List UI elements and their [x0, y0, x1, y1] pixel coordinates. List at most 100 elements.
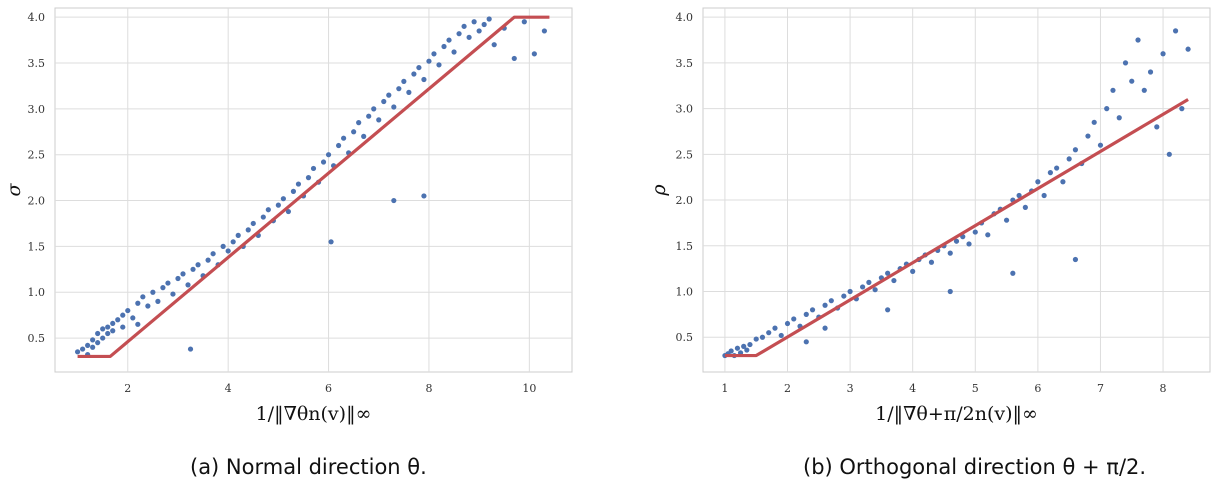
data-point	[456, 31, 462, 37]
data-point	[872, 287, 878, 293]
data-point	[80, 346, 86, 352]
data-point	[1185, 46, 1191, 52]
data-point	[541, 28, 547, 34]
data-point	[1097, 142, 1104, 148]
caption-b: (b) Orthogonal direction θ + π/2.	[803, 455, 1147, 479]
data-point	[744, 347, 750, 353]
data-point	[386, 92, 392, 98]
data-point	[1022, 204, 1028, 210]
data-point	[431, 51, 437, 57]
data-point	[1147, 69, 1154, 75]
data-point	[759, 334, 766, 340]
data-point	[381, 98, 387, 105]
data-point	[205, 257, 211, 263]
data-point	[466, 34, 472, 40]
data-point	[866, 279, 872, 285]
data-point	[1160, 51, 1166, 57]
data-point	[160, 285, 166, 291]
data-point	[451, 49, 457, 55]
data-point	[885, 307, 891, 313]
y-axis-label: ρ	[648, 184, 670, 197]
x-axis-label: 1/‖∇θ+π/2n(v)‖∞	[875, 403, 1038, 425]
data-point	[376, 117, 382, 123]
data-point	[1104, 106, 1110, 112]
data-point	[175, 275, 181, 282]
data-point	[195, 262, 201, 268]
y-tick-label: 2.0	[676, 194, 694, 207]
data-point	[110, 320, 116, 327]
data-point	[325, 152, 332, 158]
data-point	[766, 330, 772, 336]
y-tick-label: 2.0	[28, 195, 46, 208]
x-tick-label: 8	[1160, 382, 1167, 395]
data-point	[822, 325, 828, 331]
data-point	[90, 344, 96, 350]
x-tick-label: 8	[425, 382, 432, 395]
data-point	[481, 21, 487, 28]
data-point	[396, 86, 402, 92]
y-tick-label: 0.5	[676, 331, 694, 344]
data-point	[235, 232, 241, 238]
x-tick-label: 5	[972, 382, 979, 395]
data-point	[803, 311, 809, 317]
data-point	[1154, 124, 1160, 130]
data-point	[95, 330, 101, 337]
data-point	[320, 159, 327, 165]
data-point	[1179, 106, 1185, 112]
data-point	[335, 142, 342, 149]
data-point	[366, 113, 372, 119]
data-point	[401, 78, 407, 84]
data-point	[778, 332, 784, 339]
x-tick-label: 4	[225, 382, 232, 395]
data-point	[1166, 151, 1172, 157]
data-point	[120, 312, 126, 318]
data-point	[406, 89, 412, 95]
y-tick-label: 4.0	[28, 11, 46, 24]
data-point	[190, 266, 196, 272]
data-point	[1072, 147, 1079, 153]
data-point	[105, 330, 111, 337]
y-tick-label: 3.5	[28, 57, 46, 70]
data-point	[165, 280, 171, 286]
y-tick-label: 2.5	[676, 148, 694, 161]
data-point	[265, 207, 271, 213]
data-point	[180, 271, 186, 277]
x-tick-label: 2	[784, 382, 791, 395]
data-point	[356, 120, 362, 126]
data-point	[741, 343, 747, 349]
data-point	[734, 345, 741, 351]
data-point	[245, 227, 251, 233]
y-tick-label: 3.0	[676, 103, 694, 116]
data-point	[491, 42, 497, 48]
data-point	[230, 239, 236, 245]
data-point	[90, 337, 96, 343]
data-point	[947, 288, 953, 295]
data-point	[105, 324, 111, 330]
y-tick-label: 0.5	[28, 332, 46, 345]
data-point	[441, 43, 447, 50]
data-point	[531, 51, 537, 57]
data-point	[150, 289, 156, 295]
data-point	[250, 220, 256, 227]
data-point	[885, 270, 891, 276]
data-point	[828, 298, 834, 304]
data-point	[310, 165, 317, 172]
data-point	[85, 342, 91, 349]
chart-panel-a: 2 4 6 8 10 0.5 1.0 1.5 2.0 2.5 3.0 3.5 4.0 1/‖∇θn(v)‖…	[3, 7, 573, 425]
data-point	[521, 19, 527, 25]
data-point	[1116, 115, 1122, 121]
data-point	[187, 346, 194, 352]
y-tick-label: 4.0	[676, 11, 694, 24]
y-tick-label: 3.5	[676, 57, 694, 70]
data-point	[290, 188, 297, 194]
x-tick-label: 3	[847, 382, 854, 395]
data-point	[100, 326, 106, 332]
chart-panel-b: 1 2 3 4 5 6 7 8 0.5 1.0 1.5 2.0 2.5 3.0 3.5 4.0 1/‖∇θ+π/…	[648, 7, 1211, 425]
data-point	[135, 321, 141, 327]
data-point	[421, 193, 427, 199]
data-point	[953, 238, 960, 244]
data-point	[1141, 87, 1147, 93]
data-point	[225, 248, 231, 254]
data-point	[170, 291, 176, 297]
